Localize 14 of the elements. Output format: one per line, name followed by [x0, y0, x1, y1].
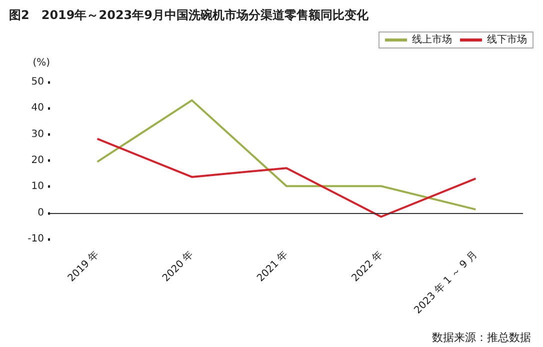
y-tick-label: 30 — [31, 128, 44, 140]
legend-label: 线上市场 — [412, 34, 452, 46]
y-tick-label: 20 — [31, 155, 44, 166]
y-tick-label: -10 — [28, 234, 44, 244]
y-tick-label: 40 — [31, 102, 44, 114]
chart-title: 图2 2019年～2023年9月中国洗碗机市场分渠道零售额同比变化 — [9, 8, 370, 22]
y-axis-title: (%) — [32, 58, 50, 68]
source-note: 数据来源：推总数据 — [432, 331, 531, 344]
y-tick-label: 50 — [31, 76, 44, 88]
y-tick-label: 10 — [31, 181, 44, 192]
y-tick-label: 0 — [38, 207, 44, 218]
line-series — [96, 138, 477, 218]
line-series — [96, 99, 477, 210]
legend-label: 线下市场 — [487, 34, 527, 46]
